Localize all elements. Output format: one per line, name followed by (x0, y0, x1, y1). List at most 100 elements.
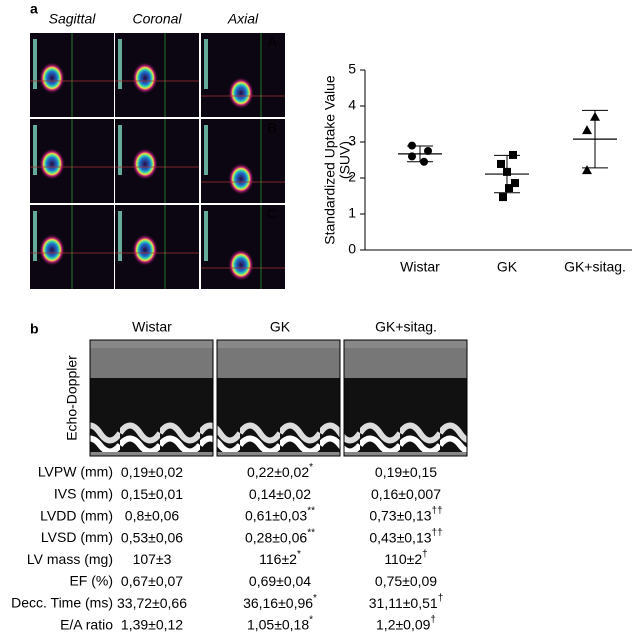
cell-value: 36,16±0,96 (243, 595, 313, 611)
cell-superscript: † (438, 592, 444, 603)
cell: 0,53±0,06 (121, 529, 183, 545)
y-tick-label: 4 (348, 97, 356, 113)
column-header: GK (270, 319, 291, 335)
color-scale (33, 125, 37, 175)
color-scale (204, 211, 208, 261)
chart: 0 1 2 3 4 5 Standardized Uptake Value (SUV) Wist… (322, 61, 632, 275)
cell: 36,16±0,96* (243, 592, 317, 610)
color-scale (118, 39, 122, 89)
y-tick-label: 2 (348, 169, 356, 185)
heart-signal (39, 234, 65, 266)
data-point (424, 147, 432, 155)
view-label: Sagittal (49, 11, 97, 27)
x-tick-label: Wistar (400, 259, 440, 275)
cell-value: 0,43±0,13 (369, 529, 431, 545)
cell: 0,8±0,06 (125, 507, 180, 523)
echo-image (343, 339, 468, 457)
heart-signal (39, 148, 65, 180)
y-tick-label: 1 (348, 205, 356, 221)
cell: 0,14±0,02 (249, 486, 311, 502)
x-tick-label: GK (497, 259, 518, 275)
cell-superscript: * (313, 592, 317, 603)
row-label: LV mass (mg) (27, 551, 113, 567)
cell-value: 0,67±0,07 (121, 573, 183, 589)
cell-value: 1,39±0,12 (121, 616, 183, 632)
panel-label: a (30, 1, 38, 17)
table: Wistar GK GK+sitag. LVPW (mm) 0,19±0,02 0,22±… (11, 319, 468, 632)
cell-value: 0,19±0,15 (375, 464, 437, 480)
row-label: A (268, 34, 278, 50)
row-label: LVDD (mm) (40, 507, 113, 523)
cell: 1,2±0,09† (376, 614, 436, 632)
cell-value: 31,11±0,51 (369, 595, 438, 611)
cell-value: 116±2 (259, 551, 297, 567)
cell: 33,72±0,66 (117, 595, 187, 611)
data-point (582, 165, 592, 175)
cell-value: 0,53±0,06 (121, 529, 183, 545)
cell-value: 0,19±0,02 (121, 464, 183, 480)
data-point (497, 159, 505, 168)
echo-image (89, 339, 214, 457)
cell: 1,39±0,12 (121, 616, 183, 632)
y-tick-label: 3 (348, 133, 356, 149)
cell: 0,43±0,13†† (369, 527, 442, 545)
cell-value: 33,72±0,66 (117, 595, 187, 611)
cell-value: 0,15±0,01 (121, 486, 183, 502)
cell: 110±2† (384, 549, 427, 567)
y-tick-label: 5 (348, 61, 356, 77)
view-label: Coronal (132, 11, 182, 27)
cell-value: 1,2±0,09 (376, 616, 431, 632)
x-tick-label: GK+sitag. (564, 259, 626, 275)
color-scale (118, 211, 122, 261)
cell-superscript: † (430, 614, 436, 625)
cell: 0,19±0,15 (375, 464, 437, 480)
cell: 0,15±0,01 (121, 486, 183, 502)
cell-superscript: †† (432, 527, 443, 538)
cell-value: 0,22±0,02 (247, 464, 309, 480)
column-header: GK+sitag. (375, 319, 437, 335)
heart-signal (228, 249, 254, 281)
cell-value: 0,61±0,03 (245, 507, 307, 523)
heart-signal (132, 62, 158, 94)
heart-signal (132, 234, 158, 266)
y-tick-label: 0 (348, 241, 356, 257)
scan-grid: Sagittal Coronal Axial A B C (30, 11, 285, 289)
row-label: Decc. Time (ms) (11, 595, 113, 611)
row-label: B (268, 120, 277, 136)
cell: 0,16±0,007 (371, 486, 441, 502)
color-scale (118, 125, 122, 175)
cell: 107±3 (133, 551, 172, 567)
row-label: LVPW (mm) (38, 464, 113, 480)
heart-signal (132, 148, 158, 180)
cell-superscript: †† (432, 505, 443, 516)
cell-value: 0,8±0,06 (125, 507, 180, 523)
cell-value: 0,75±0,09 (375, 573, 437, 589)
cell-value: 0,28±0,06 (245, 529, 307, 545)
image-label: Echo-Doppler (64, 355, 80, 441)
cell: 0,75±0,09 (375, 573, 437, 589)
color-scale (33, 39, 37, 89)
cell: 1,05±0,18* (247, 614, 313, 632)
heart-signal (228, 163, 254, 195)
cell: 0,22±0,02* (247, 462, 313, 480)
heart-signal (39, 62, 65, 94)
panel-label: b (30, 321, 39, 337)
data-point (511, 179, 519, 188)
cell: 0,73±0,13†† (369, 505, 442, 523)
cell: 0,19±0,02 (121, 464, 183, 480)
color-scale (204, 125, 208, 175)
cell: 0,67±0,07 (121, 573, 183, 589)
data-point (505, 184, 513, 193)
data-point (499, 193, 507, 202)
y-axis-label: Standardized Uptake Value (322, 75, 338, 245)
cell: 0,61±0,03** (245, 505, 315, 523)
cell-value: 0,69±0,04 (249, 573, 311, 589)
data-point (582, 125, 592, 135)
y-axis-label: (SUV) (337, 141, 353, 179)
cell: 0,69±0,04 (249, 573, 311, 589)
row-label: C (267, 206, 277, 222)
column-header: Wistar (132, 319, 172, 335)
cell: 31,11±0,51† (369, 592, 444, 610)
cell-value: 1,05±0,18 (247, 616, 309, 632)
echo-image (216, 339, 341, 457)
